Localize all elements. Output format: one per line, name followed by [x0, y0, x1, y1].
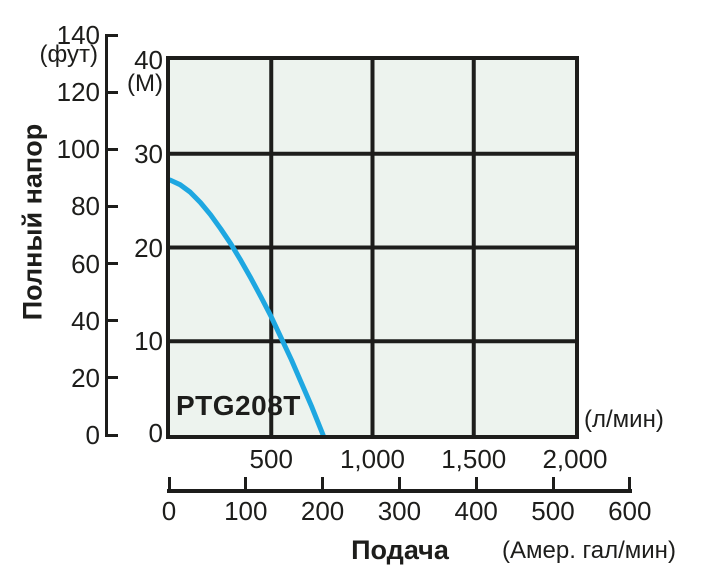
x-axis-title: Подача	[351, 535, 449, 565]
feet-tick-label: 140	[56, 20, 100, 50]
lmin-tick-label: 1,500	[441, 444, 507, 474]
lmin-tick-label: 500	[249, 444, 293, 474]
feet-tick-label: 20	[71, 362, 100, 393]
x-axis-gal-unit: (Амер. гал/мин)	[502, 537, 676, 564]
feet-tick	[105, 33, 118, 37]
feet-tick	[105, 90, 118, 94]
x-axis-lmin-unit: (л/мин)	[584, 406, 664, 433]
feet-tick-label: 40	[71, 305, 100, 336]
gal-tick	[244, 477, 248, 489]
plot-area	[166, 56, 579, 439]
meters-tick-label: 20	[134, 232, 163, 263]
y-axis-meters-unit: (М)	[127, 70, 163, 97]
gal-tick-label: 300	[377, 496, 422, 526]
curve-label: PTG208T	[176, 390, 301, 421]
gal-tick	[397, 477, 401, 489]
meters-tick-label: 10	[134, 326, 163, 357]
meters-tick-label: 30	[134, 138, 163, 169]
gal-tick	[474, 477, 478, 489]
feet-tick	[105, 204, 118, 208]
feet-tick-label: 100	[56, 134, 100, 165]
gal-axis-line	[167, 489, 632, 493]
feet-tick-label: 120	[56, 77, 100, 108]
feet-tick	[105, 376, 118, 380]
feet-axis-line	[105, 34, 108, 437]
feet-tick	[105, 262, 118, 266]
gal-tick-label: 400	[454, 496, 498, 526]
feet-tick-label: 80	[71, 191, 100, 222]
gal-tick	[628, 477, 632, 489]
gal-tick-label: 0	[161, 496, 177, 526]
pump-curve	[170, 177, 326, 435]
feet-tick	[105, 147, 118, 151]
gal-tick-label: 200	[300, 496, 345, 526]
gal-tick	[167, 477, 171, 489]
meters-tick-label: 40	[134, 45, 163, 75]
feet-tick	[105, 319, 118, 323]
lmin-tick-label: 2,000	[542, 444, 608, 474]
lmin-tick-label: 1,000	[339, 444, 406, 474]
grid-and-curve-svg	[170, 60, 575, 435]
feet-tick-label: 60	[71, 248, 100, 279]
gal-tick-label: 600	[608, 496, 652, 526]
gal-tick	[321, 477, 325, 489]
meters-tick-label: 0	[148, 418, 163, 448]
feet-tick	[105, 433, 118, 437]
gal-tick	[551, 477, 555, 489]
gal-tick-label: 500	[531, 496, 575, 526]
gal-tick-label: 100	[224, 496, 268, 526]
y-axis-feet-unit: (фут)	[39, 41, 98, 68]
feet-tick-label: 0	[85, 420, 100, 450]
